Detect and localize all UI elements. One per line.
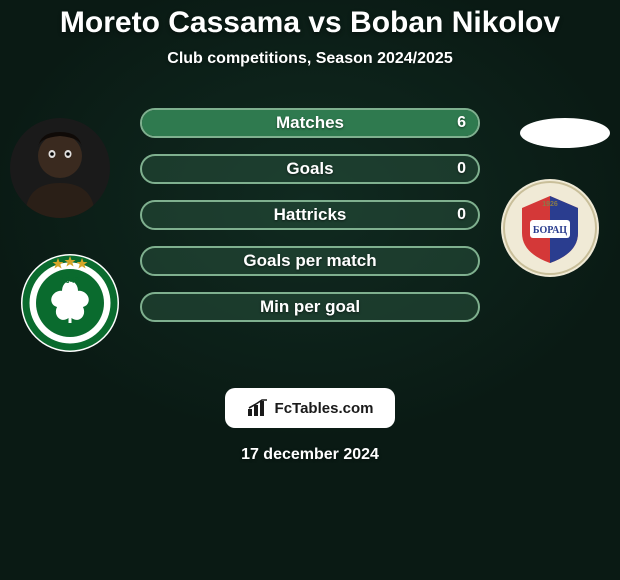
stats-area: 1948 БОРАЦ 1926 Matches6Goals0Hattricks0… [0,108,620,368]
date: 17 december 2024 [0,446,620,464]
player1-club-badge: 1948 [20,253,120,353]
player2-club-badge: БОРАЦ 1926 [500,178,600,278]
player1-photo [10,118,110,218]
brand-text: FcTables.com [275,400,374,417]
stat-row: Matches6 [140,108,480,138]
stat-rows: Matches6Goals0Hattricks0Goals per matchM… [140,108,480,338]
stat-label: Goals per match [142,248,478,274]
stat-value-right: 0 [457,202,466,228]
player2-photo-placeholder [520,118,610,148]
stat-value-right: 0 [457,156,466,182]
stat-row: Goals per match [140,246,480,276]
svg-text:БОРАЦ: БОРАЦ [533,225,567,236]
stat-row: Hattricks0 [140,200,480,230]
stat-value-right: 6 [457,110,466,136]
club-badge-icon: 1948 [20,253,120,353]
stat-label: Matches [142,110,478,136]
svg-text:1948: 1948 [61,276,79,285]
stat-label: Goals [142,156,478,182]
club-badge-icon: БОРАЦ 1926 [500,178,600,278]
subtitle: Club competitions, Season 2024/2025 [0,50,620,68]
stat-row: Goals0 [140,154,480,184]
bars-icon [247,399,269,417]
stat-label: Hattricks [142,202,478,228]
person-icon [10,118,110,218]
svg-text:1926: 1926 [542,201,558,208]
brand-badge: FcTables.com [225,388,395,428]
stat-row: Min per goal [140,292,480,322]
page-title: Moreto Cassama vs Boban Nikolov [0,0,620,40]
stat-label: Min per goal [142,294,478,320]
